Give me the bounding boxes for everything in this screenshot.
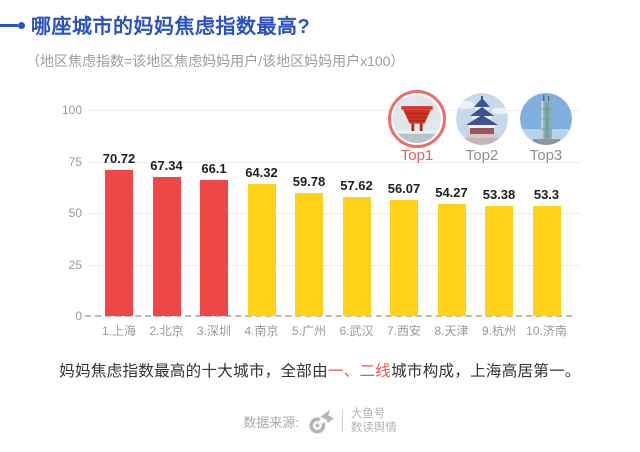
- shanghai-china-pavilion-icon: [393, 95, 441, 143]
- top2-city-photo: [456, 93, 508, 145]
- bar-value-label: 67.34: [150, 158, 183, 174]
- bar-value-label: 53.38: [482, 187, 516, 203]
- bar-10.济南: [532, 206, 561, 316]
- bar-3.深圳: [200, 179, 228, 316]
- brand-name: 大鱼号 数读舆情: [351, 407, 397, 436]
- footer-divider: [341, 410, 343, 432]
- summary-prefix: 妈妈焦虑指数最高的十大城市，全部由: [59, 363, 328, 380]
- bar-category-label: 1.上海: [101, 324, 136, 338]
- beijing-temple-of-heaven-icon: [456, 93, 508, 145]
- bar-category-label: 5.广州: [291, 324, 326, 338]
- bar-category-label: 2.北京: [149, 324, 184, 338]
- bar-category-label: 8.天津: [434, 324, 469, 338]
- bar-value-label: 70.72: [102, 151, 136, 167]
- brand-line1: 大鱼号: [350, 407, 386, 420]
- bar-8.天津: [437, 204, 466, 316]
- y-axis-tick-label: 75: [68, 154, 82, 169]
- bar-value-label: 54.27: [435, 185, 468, 201]
- summary-suffix: 城市构成，上海高居第一。: [391, 363, 581, 380]
- bar-category-label: 6.武汉: [339, 324, 374, 338]
- bar-category-label: 9.杭州: [481, 324, 516, 338]
- data-source-footer: 数据来源: 大鱼号 数读舆情: [0, 404, 640, 438]
- bar-6.武汉: [342, 197, 371, 316]
- page-title: 哪座城市的妈妈焦虑指数最高?: [31, 16, 311, 38]
- uc-browser-squirrel-logo-icon: [309, 409, 334, 433]
- bar-value-label: 64.32: [245, 164, 278, 180]
- title-marker-dot-icon: [18, 22, 25, 29]
- y-axis-tick-label: 50: [68, 206, 82, 220]
- top3-badge-label: Top3: [529, 147, 563, 164]
- top1-badge-label: Top1: [400, 147, 434, 164]
- bar-value-label: 53.3: [533, 187, 560, 203]
- top1-city-photo: [388, 90, 446, 148]
- top3-city-photo: [520, 93, 572, 145]
- summary-highlight: 一、二线: [327, 363, 392, 380]
- bar-value-label: 57.62: [340, 178, 373, 194]
- gridline-50: [88, 213, 580, 214]
- bar-category-label: 7.西安: [386, 324, 421, 338]
- bar-value-label: 59.78: [292, 173, 326, 189]
- x-axis-baseline: [85, 315, 572, 317]
- title-marker-line: [0, 24, 18, 27]
- bar-category-label: 3.深圳: [196, 324, 231, 338]
- bar-7.西安: [390, 200, 418, 316]
- bar-value-label: 66.1: [201, 160, 227, 176]
- bar-2.北京: [152, 177, 181, 316]
- y-axis-tick-label: 25: [68, 257, 82, 272]
- page-subtitle: （地区焦虑指数=该地区焦虑妈妈用户/该地区妈妈用户x100）: [26, 53, 405, 69]
- bar-category-label: 4.南京: [244, 324, 279, 338]
- y-axis-tick-label: 100: [61, 103, 82, 117]
- bar-category-label: 10.济南: [526, 324, 567, 338]
- bar-1.上海: [105, 170, 133, 316]
- bar-5.广州: [295, 192, 323, 316]
- bar-4.南京: [247, 183, 276, 316]
- gridline-100: [88, 110, 580, 111]
- brand-line2: 数读舆情: [350, 422, 397, 434]
- bar-value-label: 56.07: [387, 181, 421, 197]
- shenzhen-skyscraper-icon: [520, 93, 572, 145]
- gridline-75: [88, 161, 580, 163]
- bar-9.杭州: [485, 206, 513, 316]
- top2-badge-label: Top2: [465, 147, 499, 164]
- gridline-25: [88, 264, 580, 266]
- y-axis-tick-label: 0: [75, 309, 82, 323]
- source-label: 数据来源:: [243, 414, 299, 430]
- summary-text: 妈妈焦虑指数最高的十大城市，全部由一、二线城市构成，上海高居第一。: [0, 359, 640, 381]
